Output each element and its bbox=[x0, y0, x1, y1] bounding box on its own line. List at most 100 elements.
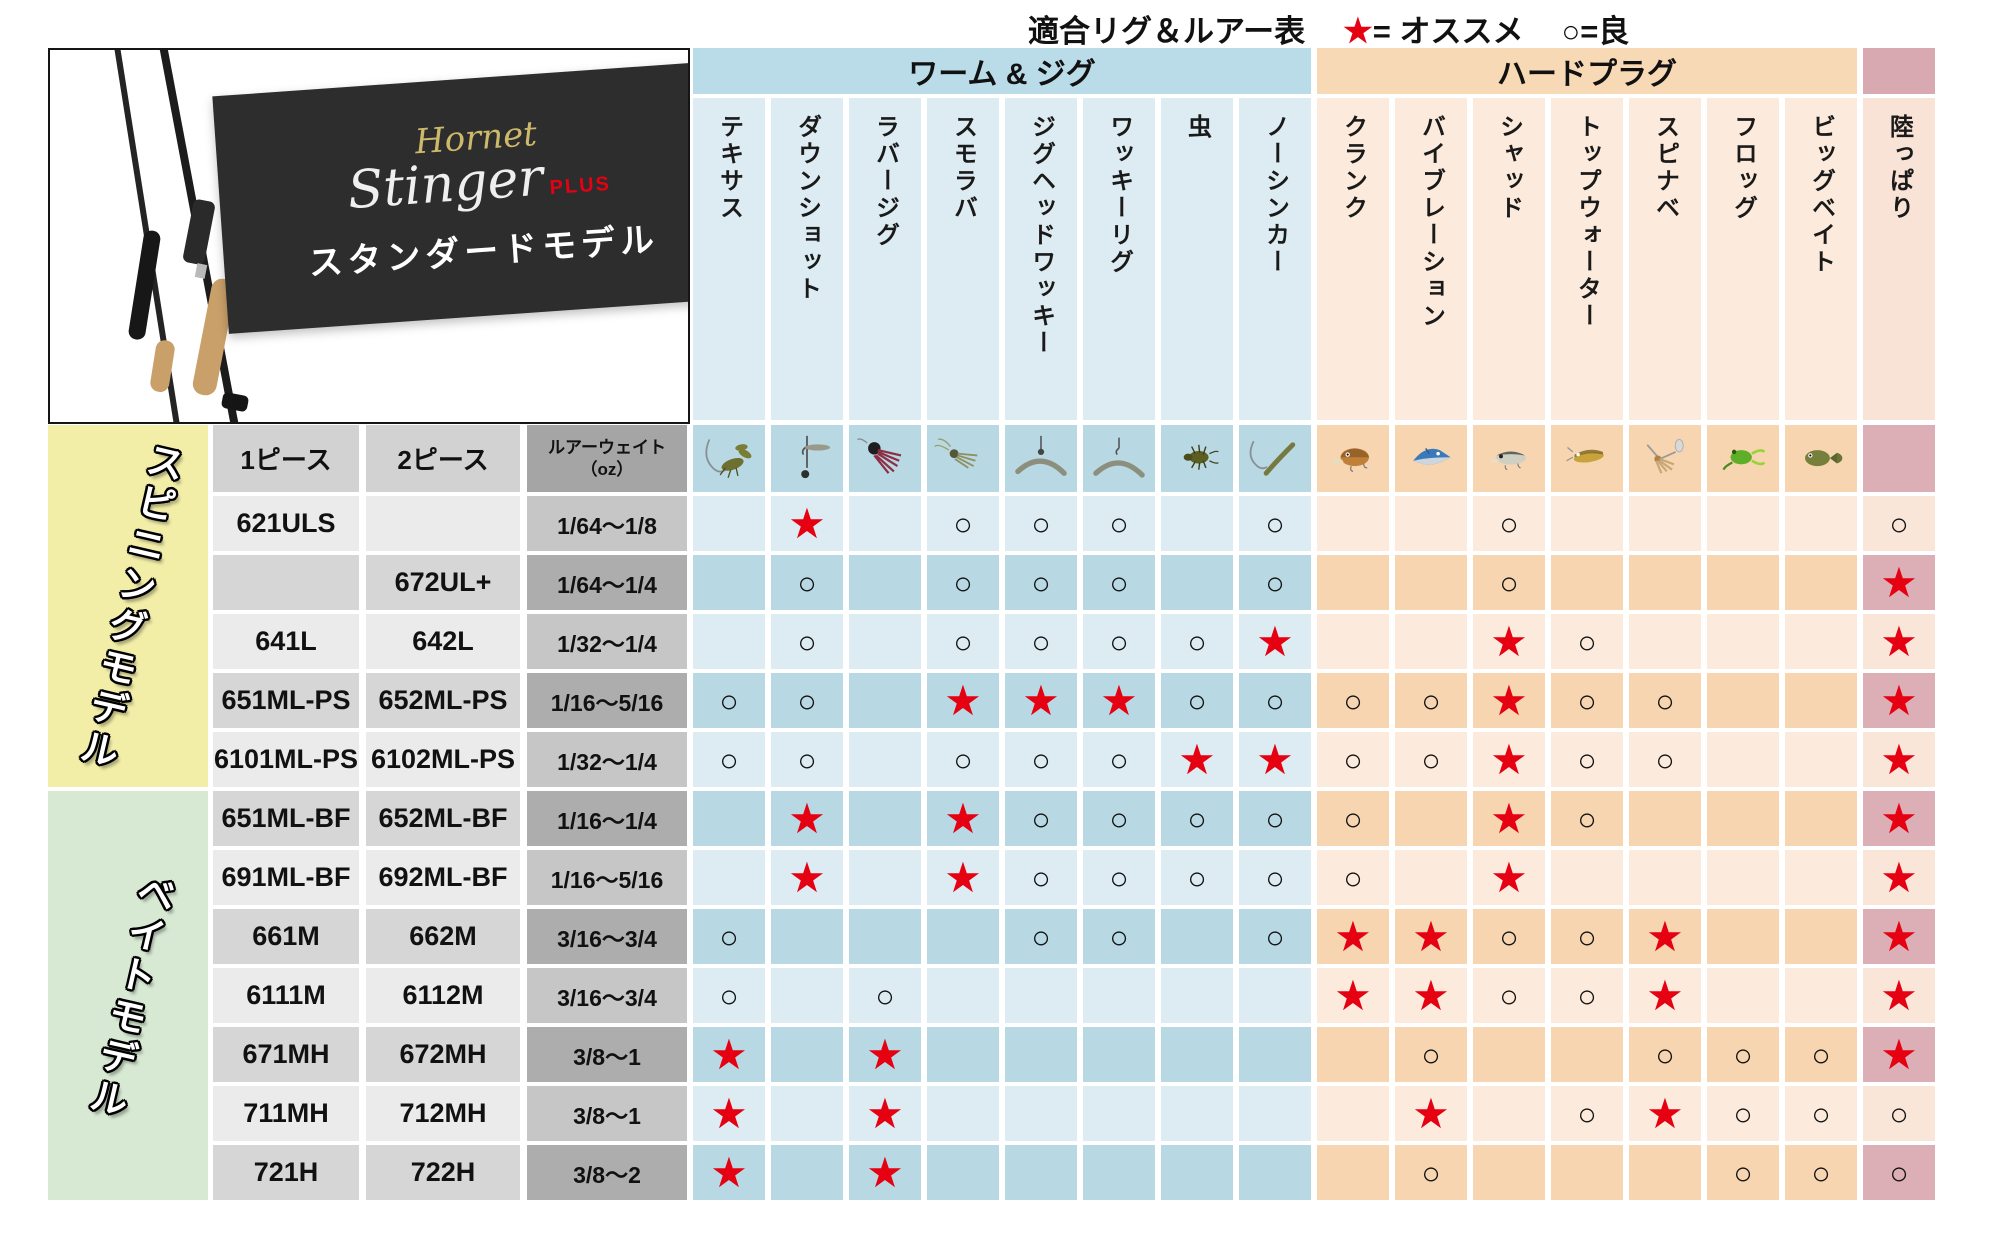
two-piece-model: 652ML-PS bbox=[366, 673, 520, 728]
lure-weight-value: 1/16～5/16 bbox=[527, 850, 687, 905]
mark-cell: ★ bbox=[1863, 968, 1935, 1023]
mark-cell: ★ bbox=[1629, 1086, 1701, 1141]
recommended-star-icon: ★ bbox=[1022, 676, 1060, 724]
shad-icon bbox=[1477, 434, 1541, 484]
lure-icon-cell-2 bbox=[771, 425, 843, 492]
circle-icon: ○ bbox=[1561, 14, 1581, 49]
brand-panel: Hornet Stinger PLUS スタンダードモデル bbox=[212, 60, 688, 334]
two-piece-model: 712MH bbox=[366, 1086, 520, 1141]
mark-cell: ★ bbox=[1863, 673, 1935, 728]
lure-icon-cell-10 bbox=[1395, 425, 1467, 492]
mark-cell: ○ bbox=[1863, 1086, 1935, 1141]
mark-cell: ○ bbox=[1083, 614, 1155, 669]
mark-cell: ○ bbox=[1161, 791, 1233, 846]
good-circle-icon: ○ bbox=[1343, 741, 1363, 778]
legend-title: 適合リグ＆ルアー表 bbox=[1028, 14, 1306, 49]
one-piece-model: 621ULS bbox=[213, 496, 359, 551]
mark-cell: ★ bbox=[1473, 850, 1545, 905]
header-lure-weight: ルアーウェイト （oz） bbox=[527, 425, 687, 492]
recommended-star-icon: ★ bbox=[1880, 794, 1918, 842]
lure-weight-value: 3/16～3/4 bbox=[527, 968, 687, 1023]
mark-cell: ○ bbox=[927, 614, 999, 669]
one-piece-model: 6111M bbox=[213, 968, 359, 1023]
recommended-star-icon: ★ bbox=[1880, 971, 1918, 1019]
lure-weight-value: 1/32～1/4 bbox=[527, 614, 687, 669]
recommended-star-icon: ★ bbox=[710, 1148, 748, 1196]
good-circle-icon: ○ bbox=[953, 623, 973, 660]
mark-cell bbox=[1707, 732, 1779, 787]
brand-logo-plus: PLUS bbox=[548, 173, 612, 200]
lure-weight-value: 1/64～1/8 bbox=[527, 496, 687, 551]
good-circle-icon: ○ bbox=[1109, 918, 1129, 955]
one-piece-model: 661M bbox=[213, 909, 359, 964]
mark-cell: ○ bbox=[1317, 673, 1389, 728]
header-one-piece: 1ピース bbox=[213, 425, 359, 492]
lure-weight-value: 1/64～1/4 bbox=[527, 555, 687, 610]
mark-cell bbox=[1707, 909, 1779, 964]
mark-cell bbox=[1551, 555, 1623, 610]
column-label-2: ダウンショット bbox=[771, 98, 843, 420]
mark-cell: ○ bbox=[1473, 496, 1545, 551]
good-circle-icon: ○ bbox=[1031, 859, 1051, 896]
two-piece-model: 6112M bbox=[366, 968, 520, 1023]
mark-cell bbox=[1083, 968, 1155, 1023]
mark-cell bbox=[1083, 1145, 1155, 1200]
star-icon: ★ bbox=[1343, 12, 1373, 49]
mark-cell: ★ bbox=[849, 1027, 921, 1082]
mark-cell: ○ bbox=[1473, 909, 1545, 964]
good-circle-icon: ○ bbox=[1655, 741, 1675, 778]
mark-cell: ○ bbox=[1395, 1145, 1467, 1200]
mark-cell: ○ bbox=[1005, 791, 1077, 846]
good-circle-icon: ○ bbox=[1109, 505, 1129, 542]
mark-cell bbox=[1005, 1145, 1077, 1200]
good-circle-icon: ○ bbox=[1577, 918, 1597, 955]
recommended-star-icon: ★ bbox=[1334, 912, 1372, 960]
good-circle-icon: ○ bbox=[719, 682, 739, 719]
good-circle-icon: ○ bbox=[1109, 741, 1129, 778]
mark-cell bbox=[1785, 673, 1857, 728]
crawfish-icon bbox=[705, 438, 752, 478]
mark-cell: ○ bbox=[693, 909, 765, 964]
mark-cell bbox=[1317, 614, 1389, 669]
mark-cell bbox=[1707, 496, 1779, 551]
column-label-text: ワッキーリグ bbox=[1105, 114, 1133, 276]
mark-cell: ○ bbox=[1551, 732, 1623, 787]
frog-icon bbox=[1722, 448, 1766, 470]
good-circle-icon: ○ bbox=[1499, 564, 1519, 601]
header-two-piece: 2ピース bbox=[366, 425, 520, 492]
recommended-star-icon: ★ bbox=[1100, 676, 1138, 724]
mark-cell bbox=[1161, 555, 1233, 610]
mark-cell: ★ bbox=[1863, 555, 1935, 610]
crankbait-icon bbox=[1330, 447, 1369, 472]
column-label-text: 虫 bbox=[1183, 114, 1211, 141]
mark-cell bbox=[1785, 850, 1857, 905]
legend-good-text: =良 bbox=[1580, 14, 1630, 49]
wacky-rig-icon bbox=[1087, 434, 1151, 484]
header-lure-weight-text: ルアーウェイト （oz） bbox=[548, 438, 666, 479]
column-label-text: スモラバ bbox=[949, 114, 977, 222]
mark-cell: ★ bbox=[771, 791, 843, 846]
mark-cell: ★ bbox=[927, 850, 999, 905]
brand-logo-line2-wrap: Stinger PLUS bbox=[346, 146, 612, 221]
mark-cell: ○ bbox=[1395, 673, 1467, 728]
dropshot-icon bbox=[775, 434, 839, 484]
good-circle-icon: ○ bbox=[875, 977, 895, 1014]
mark-cell bbox=[693, 791, 765, 846]
mark-cell bbox=[1395, 614, 1467, 669]
good-circle-icon: ○ bbox=[1187, 800, 1207, 837]
mark-cell bbox=[1785, 791, 1857, 846]
column-label-text: 陸っぱり bbox=[1885, 114, 1913, 222]
mark-cell: ★ bbox=[771, 850, 843, 905]
mark-cell bbox=[1707, 850, 1779, 905]
lure-icon-cell-7 bbox=[1161, 425, 1233, 492]
mark-cell bbox=[1005, 968, 1077, 1023]
row-group-bait-label: ベイトモデル bbox=[78, 867, 177, 1123]
column-label-text: ラバージグ bbox=[871, 114, 899, 249]
legend: 適合リグ＆ルアー表 ★= オススメ ○=良 bbox=[1028, 6, 1629, 51]
mark-cell: ○ bbox=[927, 732, 999, 787]
good-circle-icon: ○ bbox=[1031, 800, 1051, 837]
dropshot-icon bbox=[801, 435, 831, 478]
mark-cell: ○ bbox=[927, 496, 999, 551]
mark-cell: ○ bbox=[1785, 1145, 1857, 1200]
good-circle-icon: ○ bbox=[719, 918, 739, 955]
